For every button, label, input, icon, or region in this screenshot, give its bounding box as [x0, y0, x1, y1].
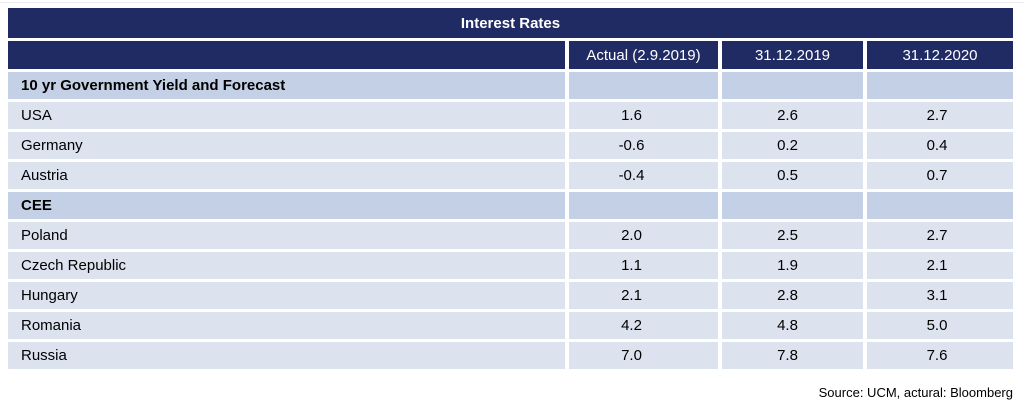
- value-cell: -0.4: [569, 162, 718, 189]
- header-cell-empty: [8, 41, 565, 69]
- value-cell: 2.0: [569, 222, 718, 249]
- value-cell: 2.7: [867, 102, 1013, 129]
- value-cell: 5.0: [867, 312, 1013, 339]
- section-empty-cell: [569, 192, 718, 219]
- value-cell: 4.8: [722, 312, 863, 339]
- row-label-usa: USA: [8, 102, 565, 129]
- value-cell: 2.1: [867, 252, 1013, 279]
- row-label-czech-republic: Czech Republic: [8, 252, 565, 279]
- section-empty-cell: [867, 192, 1013, 219]
- section-empty-cell: [722, 72, 863, 99]
- row-label-hungary: Hungary: [8, 282, 565, 309]
- value-cell: 2.1: [569, 282, 718, 309]
- value-cell: 3.1: [867, 282, 1013, 309]
- value-cell: 7.0: [569, 342, 718, 369]
- value-cell: 0.5: [722, 162, 863, 189]
- header-cell-31-12-2019: 31.12.2019: [722, 41, 863, 69]
- row-label-romania: Romania: [8, 312, 565, 339]
- row-label-austria: Austria: [8, 162, 565, 189]
- value-cell: 0.4: [867, 132, 1013, 159]
- value-cell: 2.5: [722, 222, 863, 249]
- value-cell: 2.6: [722, 102, 863, 129]
- section-empty-cell: [867, 72, 1013, 99]
- value-cell: 1.6: [569, 102, 718, 129]
- value-cell: 1.9: [722, 252, 863, 279]
- value-cell: 0.2: [722, 132, 863, 159]
- value-cell: 2.8: [722, 282, 863, 309]
- value-cell: 4.2: [569, 312, 718, 339]
- row-label-poland: Poland: [8, 222, 565, 249]
- interest-rates-table: Interest Rates Actual (2.9.2019) 31.12.2…: [8, 8, 1013, 369]
- page-top-divider: [0, 2, 1024, 3]
- value-cell: 1.1: [569, 252, 718, 279]
- section-row-label: 10 yr Government Yield and Forecast: [8, 72, 565, 99]
- row-label-russia: Russia: [8, 342, 565, 369]
- header-cell-31-12-2020: 31.12.2020: [867, 41, 1013, 69]
- table-grid: Actual (2.9.2019) 31.12.2019 31.12.2020 …: [8, 41, 1013, 369]
- value-cell: 0.7: [867, 162, 1013, 189]
- source-note: Source: UCM, actural: Bloomberg: [818, 385, 1013, 400]
- section-empty-cell: [722, 192, 863, 219]
- value-cell: -0.6: [569, 132, 718, 159]
- section-empty-cell: [569, 72, 718, 99]
- row-label-germany: Germany: [8, 132, 565, 159]
- section-row-label-cee: CEE: [8, 192, 565, 219]
- header-cell-actual: Actual (2.9.2019): [569, 41, 718, 69]
- table-title: Interest Rates: [8, 8, 1013, 38]
- value-cell: 7.6: [867, 342, 1013, 369]
- value-cell: 2.7: [867, 222, 1013, 249]
- value-cell: 7.8: [722, 342, 863, 369]
